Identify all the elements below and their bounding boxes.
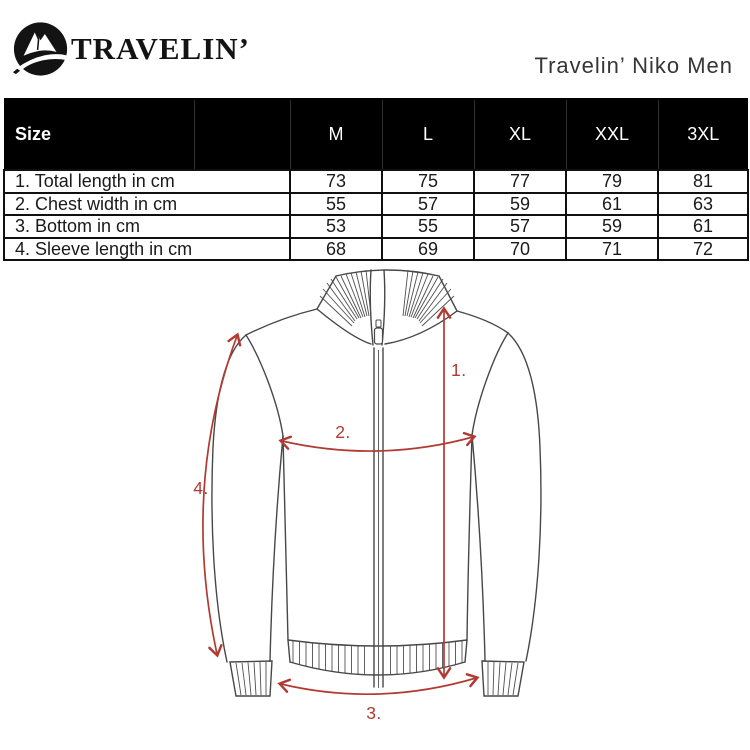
arrow-sleeve-length (202, 332, 242, 658)
value-cell: 77 (473, 169, 567, 194)
size-chart-table: Size M L XL XXL 3XL 1. Total length in c… (3, 98, 749, 261)
zipper (373, 319, 384, 688)
table-row-chest-width: 2. Chest width in cm 55 57 59 61 63 (3, 191, 749, 216)
size-column-header-l: L (382, 98, 475, 170)
table-row-sleeve-length: 4. Sleeve length in cm 68 69 70 71 72 (3, 236, 749, 261)
value-cell: 73 (289, 169, 383, 194)
value-cell: 57 (381, 191, 475, 216)
size-chart-empty-header (194, 98, 291, 170)
row-label: 1. Total length in cm (3, 169, 291, 194)
value-cell: 81 (657, 169, 749, 194)
value-cell: 61 (565, 191, 659, 216)
measurement-arrows: 1. 2. 3. 4. (193, 306, 480, 723)
row-label: 2. Chest width in cm (3, 191, 291, 216)
size-column-header-m: M (290, 98, 383, 170)
value-cell: 59 (473, 191, 567, 216)
value-cell: 71 (565, 236, 659, 261)
label-bottom-width: 3. (366, 703, 382, 723)
value-cell: 53 (289, 214, 383, 239)
collar-ribbing (319, 269, 455, 327)
value-cell: 72 (657, 236, 749, 261)
size-column-header-3xl: 3XL (658, 98, 748, 170)
value-cell: 55 (381, 214, 475, 239)
arrow-chest-width (278, 431, 477, 452)
brand-logo-mountain-road-icon (12, 22, 68, 76)
page-title: Travelin’ Niko Men (534, 53, 733, 78)
label-sleeve-length: 4. (193, 478, 209, 498)
table-row-total-length: 1. Total length in cm 73 75 77 79 81 (3, 169, 749, 194)
arrow-bottom-width (277, 673, 480, 695)
value-cell: 68 (289, 236, 383, 261)
hem-band (287, 639, 468, 676)
size-column-header-xxl: XXL (566, 98, 659, 170)
value-cell: 69 (381, 236, 475, 261)
brand-wordmark: TRAVELIN’ (71, 31, 250, 66)
cuffs (229, 660, 525, 697)
zipper-pull-icon (373, 327, 384, 345)
row-label: 3. Bottom in cm (3, 214, 291, 239)
row-label: 4. Sleeve length in cm (3, 236, 291, 261)
label-chest-width: 2. (335, 422, 351, 442)
label-total-length: 1. (451, 360, 467, 380)
value-cell: 70 (473, 236, 567, 261)
size-chart-header-row: Size M L XL XXL 3XL (4, 98, 748, 170)
value-cell: 75 (381, 169, 475, 194)
size-chart-corner-label: Size (4, 98, 195, 170)
size-column-header-xl: XL (474, 98, 567, 170)
value-cell: 55 (289, 191, 383, 216)
jacket-body-outline (211, 308, 542, 663)
